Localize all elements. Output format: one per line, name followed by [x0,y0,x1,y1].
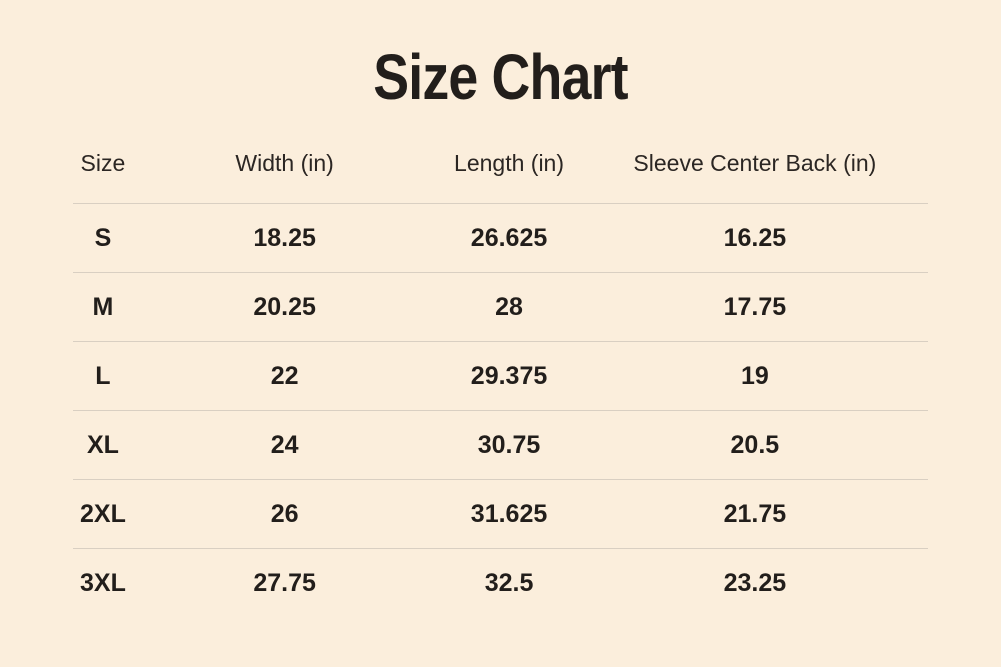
cell-sleeve: 21.75 [581,479,928,549]
cell-length: 31.625 [436,479,582,549]
cell-size: XL [73,410,133,480]
cell-width: 26 [132,479,437,549]
cell-sleeve: 17.75 [581,272,928,342]
column-header-sleeve: Sleeve Center Back (in) [633,150,877,176]
cell-length: 26.625 [436,203,582,273]
cell-size: 3XL [73,548,133,617]
table-row-xl: XL 24 30.75 20.5 [73,410,928,480]
table-row-s: S 18.25 26.625 16.25 [73,203,928,273]
cell-length: 28 [436,272,582,342]
cell-length: 30.75 [436,410,582,480]
cell-width: 24 [132,410,437,480]
size-chart-table: Size Width (in) Length (in) Sleeve Cente… [73,142,928,617]
cell-size: L [73,341,133,411]
table-row-2xl: 2XL 26 31.625 21.75 [73,479,928,549]
column-header-length: Length (in) [454,150,565,176]
table-header-row: Size Width (in) Length (in) Sleeve Cente… [73,142,928,204]
cell-width: 18.25 [132,203,437,273]
cell-sleeve: 20.5 [581,410,928,480]
column-header-size: Size [80,150,126,176]
cell-size: M [73,272,133,342]
cell-width: 22 [132,341,437,411]
cell-width: 20.25 [132,272,437,342]
cell-length: 32.5 [436,548,582,617]
cell-size: 2XL [73,479,133,549]
cell-length: 29.375 [436,341,582,411]
cell-sleeve: 16.25 [581,203,928,273]
table-row-l: L 22 29.375 19 [73,341,928,411]
cell-sleeve: 19 [581,341,928,411]
table-row-3xl: 3XL 27.75 32.5 23.25 [73,548,928,617]
page-title: Size Chart [373,41,628,113]
table-row-m: M 20.25 28 17.75 [73,272,928,342]
column-header-width: Width (in) [235,150,334,176]
cell-sleeve: 23.25 [581,548,928,617]
cell-size: S [73,203,133,273]
cell-width: 27.75 [132,548,437,617]
